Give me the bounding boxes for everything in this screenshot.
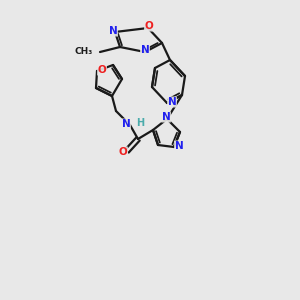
Text: N: N bbox=[122, 119, 130, 129]
Text: N: N bbox=[168, 97, 176, 107]
Text: N: N bbox=[141, 45, 149, 55]
Text: H: H bbox=[136, 118, 144, 128]
Text: N: N bbox=[109, 26, 117, 36]
Text: O: O bbox=[145, 21, 153, 31]
Text: CH₃: CH₃ bbox=[75, 47, 93, 56]
Text: O: O bbox=[118, 147, 127, 157]
Text: O: O bbox=[98, 65, 106, 75]
Text: N: N bbox=[162, 112, 170, 122]
Text: N: N bbox=[175, 141, 183, 151]
